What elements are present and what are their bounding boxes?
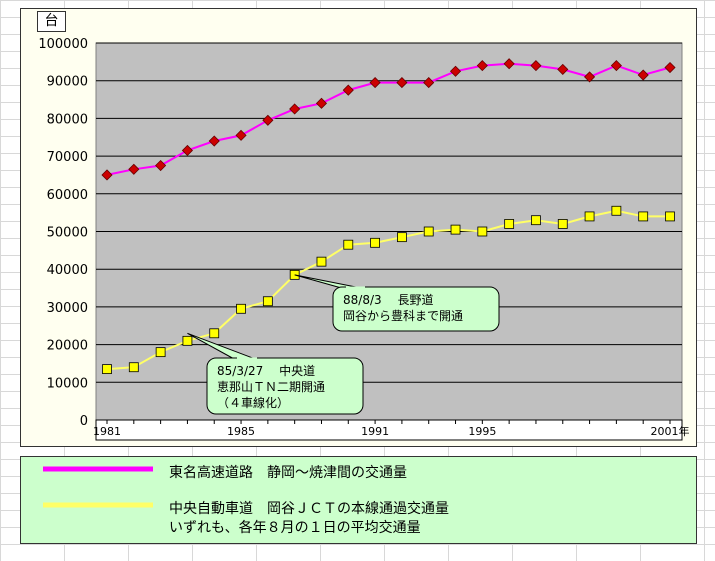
data-point xyxy=(262,296,273,307)
data-point xyxy=(262,114,274,126)
data-point xyxy=(664,61,676,74)
series-lines xyxy=(106,62,671,371)
data-point xyxy=(530,60,542,72)
y-tick-label: 0 xyxy=(80,414,88,429)
y-tick-labels: 0 10000 20000 30000 40000 50000 60000 70000 8000… xyxy=(38,37,88,429)
data-point xyxy=(182,335,193,346)
data-point xyxy=(476,60,488,72)
y-tick-label: 80000 xyxy=(47,112,88,127)
data-point xyxy=(557,63,569,75)
legend-note: いずれも、各年８月の１日の平均交通量 xyxy=(169,520,421,536)
data-point xyxy=(101,169,113,181)
y-tick-label: 30000 xyxy=(47,301,88,316)
y-tick-label: 70000 xyxy=(47,150,88,165)
y-tick-label: 50000 xyxy=(47,226,88,241)
x-tick-label: 1985 xyxy=(227,425,255,438)
x-tick-label: 2001年 xyxy=(651,424,690,438)
y-tick-label: 100000 xyxy=(38,37,88,52)
y-tick-label: 90000 xyxy=(47,75,88,90)
y-unit-label: 台 xyxy=(37,11,66,32)
legend-label-chuo: 中央自動車道 岡谷ＪＣＴの本線通過交通量 xyxy=(169,501,449,517)
data-point xyxy=(397,232,407,243)
annotation-line: 88/8/3 長野道 xyxy=(343,293,433,307)
x-tick-label: 1991 xyxy=(361,425,389,438)
data-point xyxy=(665,211,675,222)
data-point xyxy=(289,103,301,115)
data-point xyxy=(315,97,328,109)
annotation-line: 岡谷から豊科まで開通 xyxy=(343,309,463,323)
annotation-line: 85/3/27 中央道 xyxy=(217,363,315,378)
data-point xyxy=(611,205,622,216)
data-point xyxy=(557,219,568,229)
annotation-line: 恵那山ＴＮ二期開通 xyxy=(217,380,325,394)
data-point xyxy=(477,226,488,237)
data-point xyxy=(449,65,462,77)
data-point xyxy=(181,144,193,157)
legend-swatches xyxy=(43,466,153,508)
data-point xyxy=(236,303,246,314)
x-tick-label: 1995 xyxy=(468,425,496,438)
annotation-line: （４車線化） xyxy=(217,395,289,410)
data-point xyxy=(531,215,541,226)
data-point xyxy=(369,77,381,89)
y-tick-label: 60000 xyxy=(47,188,88,203)
data-point xyxy=(637,69,649,81)
series-line-0 xyxy=(106,62,671,176)
data-point xyxy=(343,239,354,250)
x-tick-label: 1981 xyxy=(93,425,121,438)
data-point xyxy=(450,224,461,235)
data-point xyxy=(396,77,408,89)
data-point xyxy=(610,60,622,72)
data-point xyxy=(128,163,140,175)
x-axis-band xyxy=(95,419,683,441)
data-point xyxy=(584,211,595,222)
data-point xyxy=(155,347,166,358)
data-point xyxy=(209,328,220,339)
data-point xyxy=(423,226,434,237)
data-point xyxy=(423,77,435,89)
legend[interactable]: 東名高速道路 静岡～焼津間の交通量 中央自動車道 岡谷ＪＣＴの本線通過交通量 い… xyxy=(20,456,697,544)
data-point xyxy=(128,362,139,373)
data-point xyxy=(155,159,167,172)
data-point xyxy=(342,84,354,96)
data-point xyxy=(316,256,327,267)
data-point xyxy=(584,71,596,83)
data-point xyxy=(102,364,112,375)
data-point xyxy=(208,135,220,147)
y-tick-label: 40000 xyxy=(47,263,88,278)
data-point xyxy=(503,58,515,70)
data-point xyxy=(638,211,649,222)
x-axis: 1981 1985 1991 1995 2001年 xyxy=(93,419,690,441)
y-tick-label: 20000 xyxy=(47,339,88,354)
callout-box xyxy=(332,286,500,332)
data-point xyxy=(370,237,380,248)
data-point xyxy=(504,219,515,229)
y-tick-label: 10000 xyxy=(47,376,88,391)
series-line-1 xyxy=(106,209,670,371)
legend-label-tomei: 東名高速道路 静岡～焼津間の交通量 xyxy=(169,465,407,481)
callout-box xyxy=(206,357,364,415)
data-point xyxy=(235,129,247,141)
